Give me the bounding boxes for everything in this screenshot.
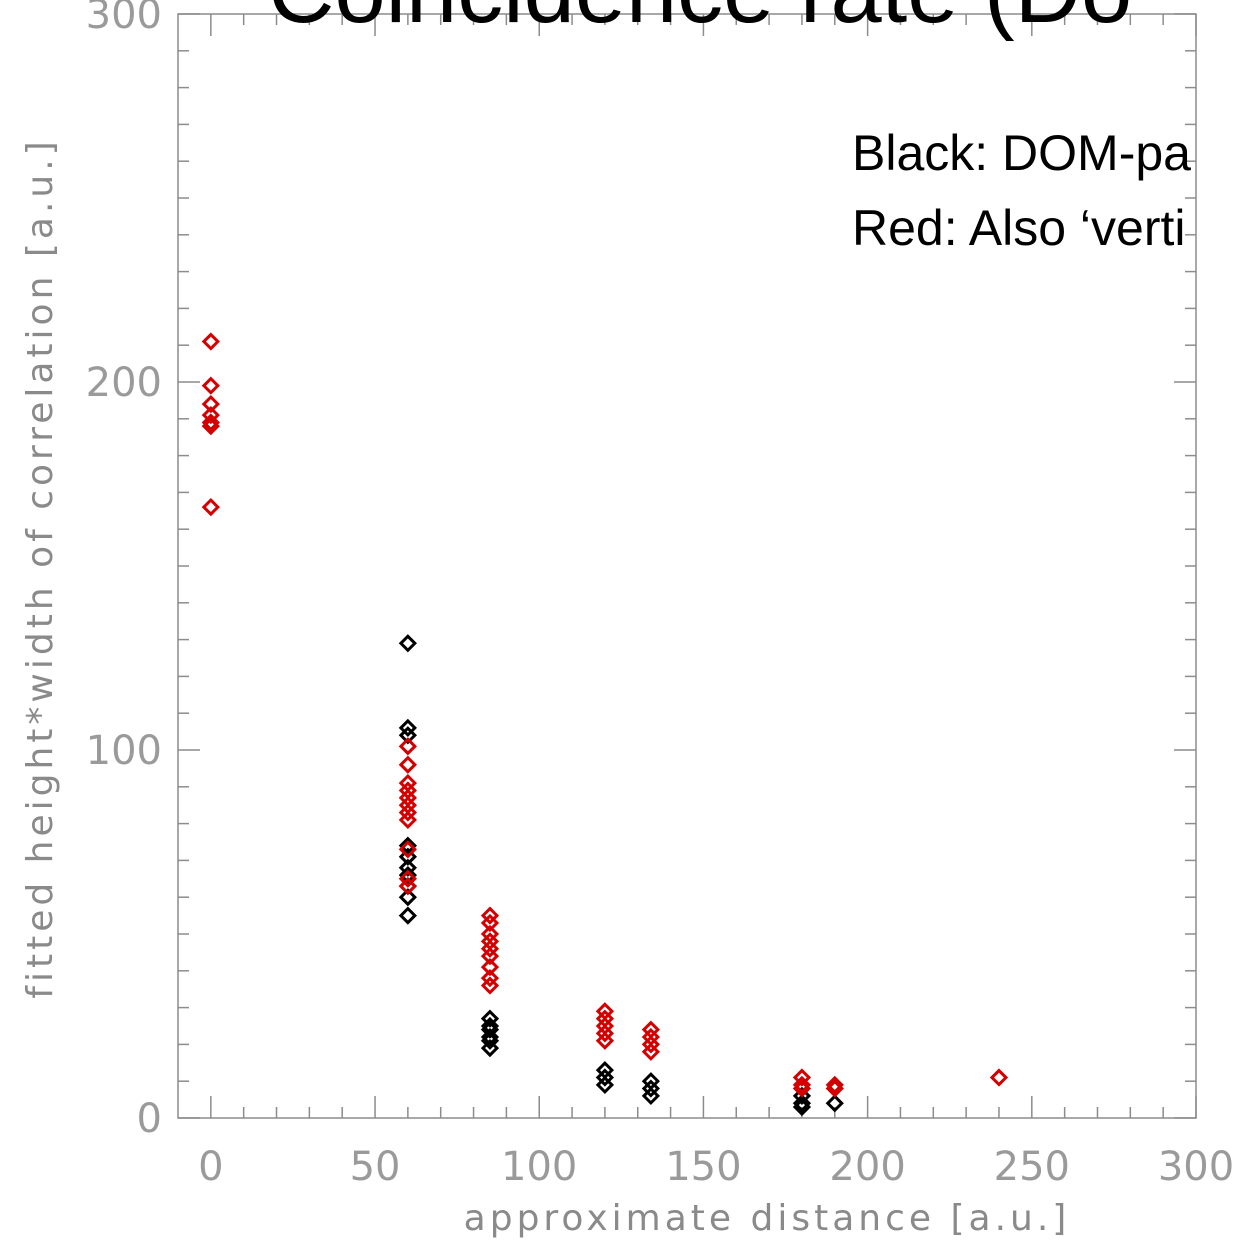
y-tick-label: 200 <box>86 360 162 406</box>
legend-note-black: Black: DOM-pa <box>852 125 1191 181</box>
data-point-red <box>201 332 220 351</box>
data-point-red <box>398 869 417 888</box>
data-point-black <box>398 888 417 907</box>
data-point-black <box>641 1079 660 1098</box>
data-point-red <box>480 946 500 966</box>
data-point-black <box>825 1094 844 1113</box>
data-point-red <box>398 755 417 774</box>
data-point-red <box>825 1075 844 1095</box>
x-tick-label: 0 <box>198 1144 223 1190</box>
data-point-red <box>201 394 220 414</box>
x-tick-label: 200 <box>829 1144 905 1190</box>
data-point-black <box>792 1086 812 1106</box>
data-point-red <box>792 1079 812 1098</box>
data-point-red <box>641 1035 660 1054</box>
data-point-black <box>398 718 417 738</box>
data-point-red <box>641 1042 660 1061</box>
legend-note-red: Red: Also ‘verti <box>852 200 1185 256</box>
data-point-red <box>792 1068 812 1087</box>
data-point-black <box>792 1094 812 1113</box>
data-point-red <box>595 1024 615 1043</box>
data-point-red <box>480 906 500 925</box>
data-point-black <box>480 1038 500 1058</box>
data-point-black <box>398 858 417 877</box>
data-point-black <box>480 1009 500 1028</box>
x-tick-label: 250 <box>994 1144 1070 1190</box>
data-point-black <box>398 865 417 885</box>
data-point-red <box>398 737 417 756</box>
x-tick-label: 50 <box>350 1144 401 1190</box>
data-point-black <box>480 1020 500 1039</box>
data-point-red <box>480 939 500 958</box>
data-point-black <box>595 1068 615 1087</box>
data-point-black <box>398 634 417 653</box>
data-point-red <box>595 1031 615 1050</box>
data-point-red <box>201 413 220 432</box>
data-point-red <box>398 803 417 822</box>
data-point-red <box>825 1079 844 1098</box>
data-point-red <box>201 405 220 425</box>
data-point-red <box>792 1075 812 1095</box>
data-point-black <box>398 726 417 745</box>
x-axis-title: approximate distance [a.u.] <box>464 1198 1071 1239</box>
y-axis-title: fitted height*width of correlation [a.u.… <box>20 137 61 998</box>
data-point-red <box>480 976 500 995</box>
data-point-black <box>480 1031 500 1050</box>
x-tick-label: 100 <box>501 1144 577 1190</box>
y-tick-label: 100 <box>86 728 162 774</box>
data-point-black <box>792 1097 812 1117</box>
data-point-black <box>398 836 417 855</box>
data-point-black <box>595 1075 615 1095</box>
y-tick-label: 0 <box>137 1096 162 1142</box>
data-point-red <box>201 417 220 436</box>
data-point-red <box>480 969 500 988</box>
data-point-red <box>201 376 220 395</box>
data-point-black <box>398 906 417 925</box>
data-point-red <box>480 957 500 977</box>
data-point-red <box>480 913 500 933</box>
y-tick-label: 300 <box>86 0 162 38</box>
data-point-black <box>398 847 417 866</box>
x-tick-label: 150 <box>665 1144 741 1190</box>
x-tick-label: 300 <box>1158 1144 1234 1190</box>
data-point-red <box>398 810 417 830</box>
data-point-red <box>398 840 417 859</box>
data-point-red <box>989 1068 1009 1087</box>
slide-title: Coincidence rate (Do <box>268 0 1132 42</box>
data-point-black <box>480 1027 500 1047</box>
data-point-red <box>398 877 417 896</box>
data-point-red <box>201 497 220 517</box>
data-point-black <box>641 1086 660 1106</box>
